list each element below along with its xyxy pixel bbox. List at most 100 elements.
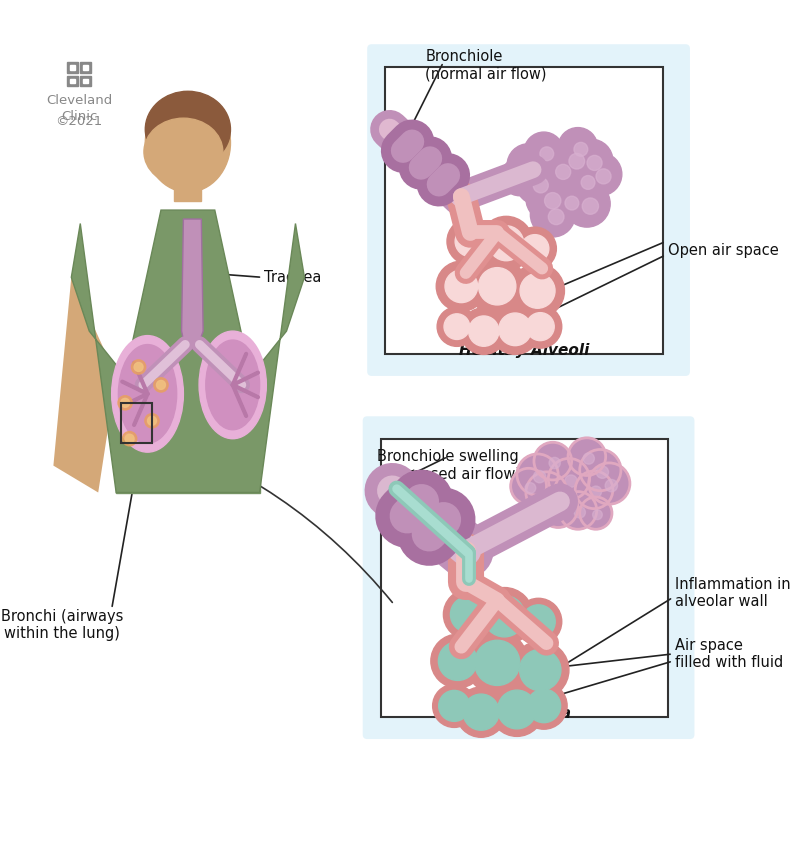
Text: ©2021: ©2021 <box>55 115 102 128</box>
Polygon shape <box>182 219 203 349</box>
Circle shape <box>433 684 476 728</box>
Circle shape <box>554 504 566 516</box>
Circle shape <box>514 227 556 270</box>
Ellipse shape <box>146 91 230 168</box>
Circle shape <box>517 454 558 495</box>
Circle shape <box>474 640 520 686</box>
Circle shape <box>450 597 486 633</box>
Circle shape <box>605 480 618 492</box>
Circle shape <box>545 192 561 209</box>
Circle shape <box>590 486 602 498</box>
Circle shape <box>455 227 486 256</box>
Circle shape <box>538 148 582 192</box>
Circle shape <box>484 596 525 637</box>
Bar <box>70 65 74 70</box>
Circle shape <box>121 398 130 407</box>
Circle shape <box>490 304 540 355</box>
Circle shape <box>515 598 562 645</box>
Text: Cleveland
Clinic: Cleveland Clinic <box>46 93 112 122</box>
Circle shape <box>556 164 570 180</box>
Circle shape <box>563 180 610 227</box>
Text: Trachea: Trachea <box>264 270 322 285</box>
Circle shape <box>582 198 598 215</box>
Text: Bronchiole swelling
(decreased air flow): Bronchiole swelling (decreased air flow) <box>375 450 521 482</box>
Circle shape <box>501 158 538 196</box>
Bar <box>385 67 663 353</box>
Bar <box>80 75 91 86</box>
Text: Healthy Alveoli: Healthy Alveoli <box>459 343 590 358</box>
Circle shape <box>534 470 546 483</box>
Circle shape <box>526 175 573 221</box>
Circle shape <box>157 380 166 389</box>
Bar <box>381 439 667 716</box>
Circle shape <box>574 143 588 156</box>
Circle shape <box>559 492 597 529</box>
Circle shape <box>534 178 548 193</box>
Bar <box>67 62 78 73</box>
Circle shape <box>443 589 494 640</box>
Circle shape <box>145 414 159 428</box>
Circle shape <box>147 416 157 425</box>
Circle shape <box>565 475 577 487</box>
Circle shape <box>154 378 168 392</box>
FancyBboxPatch shape <box>367 44 690 376</box>
Circle shape <box>118 396 132 410</box>
Circle shape <box>510 264 565 318</box>
Circle shape <box>518 305 562 348</box>
Circle shape <box>438 690 470 722</box>
Polygon shape <box>71 210 305 492</box>
Text: Air space
filled with fluid: Air space filled with fluid <box>674 638 783 670</box>
Circle shape <box>596 466 609 478</box>
Circle shape <box>548 458 590 499</box>
Circle shape <box>526 472 567 513</box>
Polygon shape <box>54 277 116 492</box>
Circle shape <box>447 218 494 265</box>
Circle shape <box>125 434 134 443</box>
Ellipse shape <box>118 345 177 443</box>
Circle shape <box>550 181 589 221</box>
Circle shape <box>463 694 499 730</box>
Ellipse shape <box>206 340 260 430</box>
Circle shape <box>520 274 555 309</box>
Circle shape <box>538 488 578 528</box>
Circle shape <box>521 682 567 729</box>
Circle shape <box>507 144 550 186</box>
Circle shape <box>570 139 613 182</box>
Circle shape <box>438 642 477 681</box>
Circle shape <box>466 632 529 694</box>
Circle shape <box>519 649 561 691</box>
Circle shape <box>548 209 564 225</box>
Circle shape <box>525 482 536 493</box>
Circle shape <box>431 634 485 688</box>
Circle shape <box>578 153 622 196</box>
Text: Pneumonia: Pneumonia <box>476 706 572 721</box>
FancyBboxPatch shape <box>362 416 694 739</box>
Bar <box>67 75 78 86</box>
Circle shape <box>596 168 611 184</box>
Bar <box>83 79 88 84</box>
Text: Bronchiole
(normal air flow): Bronchiole (normal air flow) <box>426 49 547 81</box>
Circle shape <box>436 261 486 311</box>
Circle shape <box>524 132 563 172</box>
Circle shape <box>549 457 560 469</box>
Circle shape <box>522 604 555 639</box>
Circle shape <box>593 510 602 520</box>
Circle shape <box>516 162 559 204</box>
Circle shape <box>580 497 612 529</box>
Bar <box>70 79 74 84</box>
Circle shape <box>456 687 506 737</box>
Circle shape <box>580 450 621 491</box>
Circle shape <box>540 147 554 161</box>
Circle shape <box>530 192 575 237</box>
Bar <box>174 161 202 201</box>
Circle shape <box>444 314 470 339</box>
Circle shape <box>437 307 477 346</box>
Circle shape <box>511 641 569 699</box>
Circle shape <box>476 587 533 645</box>
Circle shape <box>122 432 137 445</box>
Circle shape <box>490 682 544 736</box>
Circle shape <box>134 363 143 371</box>
Circle shape <box>551 137 596 181</box>
Bar <box>121 403 152 443</box>
Circle shape <box>510 469 546 504</box>
